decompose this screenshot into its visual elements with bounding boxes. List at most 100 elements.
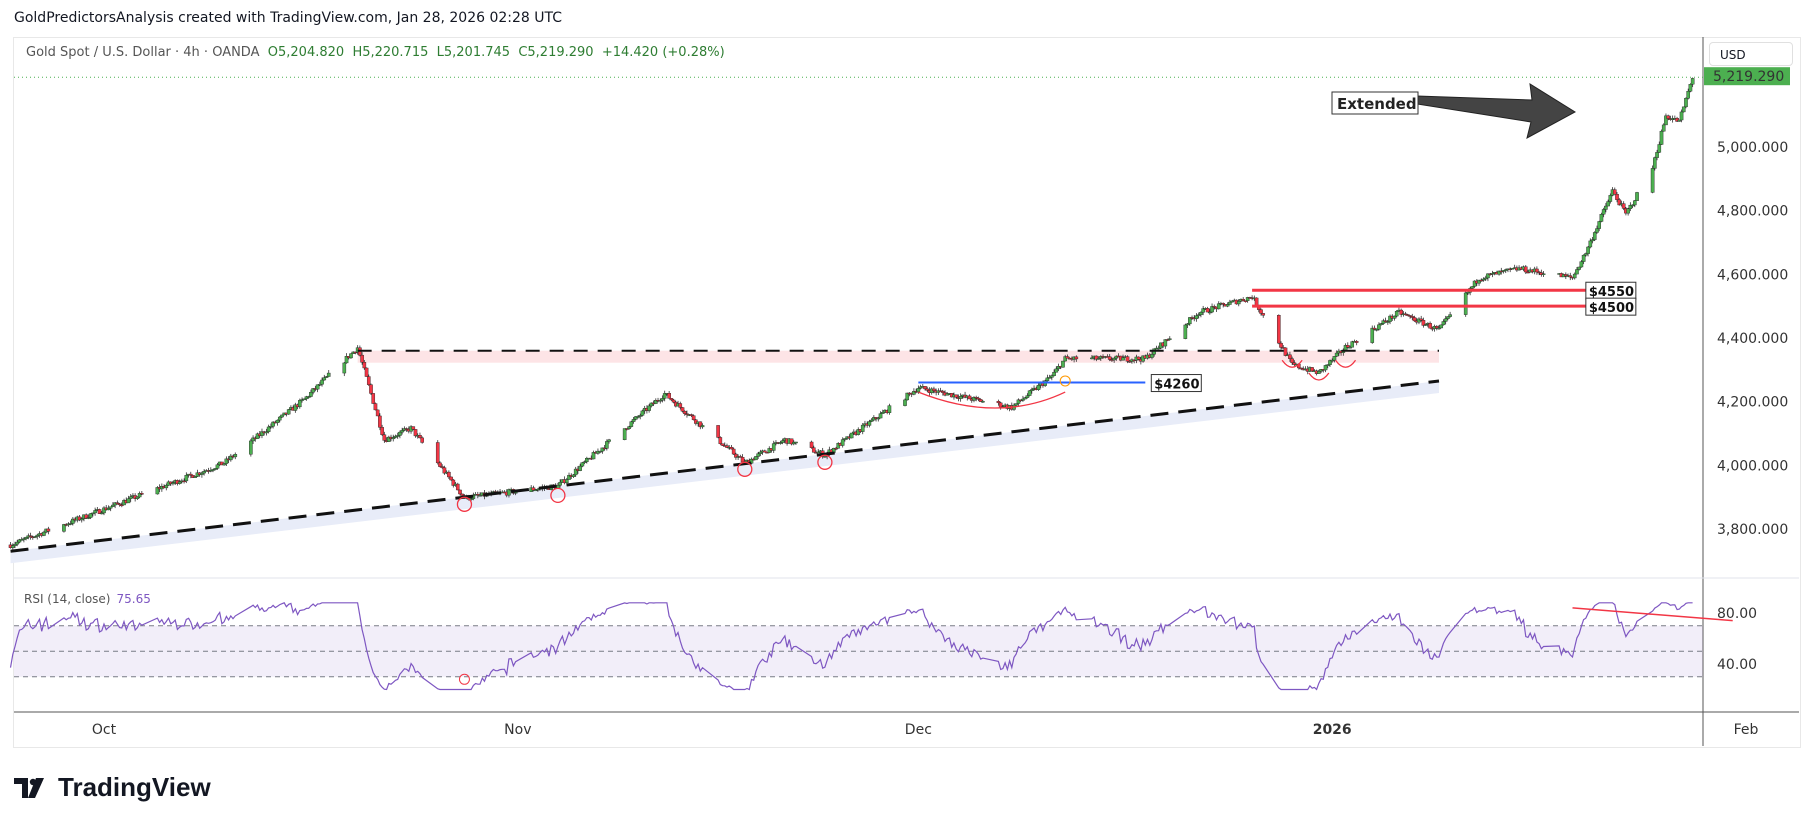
candle <box>763 450 767 453</box>
candle <box>967 395 972 400</box>
price-tick-label: 4,800.000 <box>1717 204 1788 220</box>
candle <box>1568 275 1573 278</box>
candle <box>1439 324 1444 329</box>
candle <box>1664 115 1668 126</box>
candle <box>1383 320 1388 322</box>
candle <box>1441 321 1446 326</box>
candle <box>311 388 315 393</box>
candle <box>591 452 596 460</box>
candle <box>451 479 456 486</box>
candle <box>1586 246 1590 254</box>
candle <box>789 438 794 445</box>
candle <box>1381 320 1386 324</box>
candle <box>115 502 120 504</box>
candle <box>1261 313 1266 316</box>
candle <box>1014 403 1019 406</box>
candle <box>1165 339 1170 341</box>
candle <box>184 475 189 482</box>
candle <box>1290 358 1294 363</box>
candle <box>455 483 460 491</box>
candle <box>998 402 1003 408</box>
candle <box>1655 152 1659 158</box>
candle <box>460 493 465 496</box>
candle <box>202 471 206 474</box>
candle <box>860 424 865 432</box>
candle <box>71 518 75 524</box>
candle <box>954 394 958 398</box>
candle <box>1601 209 1606 215</box>
candle <box>1243 300 1248 302</box>
candle <box>1581 254 1586 262</box>
candle <box>1615 194 1619 200</box>
candle <box>1408 315 1412 317</box>
candle <box>869 419 874 422</box>
candle <box>1417 318 1421 323</box>
candle <box>15 541 20 545</box>
candle <box>840 439 845 446</box>
candle <box>1486 273 1490 279</box>
candle <box>275 419 280 423</box>
candle <box>1575 269 1579 275</box>
candle <box>627 426 631 429</box>
close-value: C5,219.290 <box>518 45 594 60</box>
candle <box>68 523 73 525</box>
candle <box>260 431 264 436</box>
level-label-box <box>1150 374 1202 393</box>
candle <box>326 372 331 377</box>
candle <box>1276 314 1281 344</box>
candle <box>364 367 369 377</box>
time-tick-label: 2026 <box>1313 722 1352 738</box>
currency-button[interactable]: USD <box>1709 42 1793 66</box>
candle <box>1483 277 1488 280</box>
candle <box>1350 341 1355 348</box>
candle <box>974 397 978 399</box>
candle <box>640 410 645 416</box>
price-tick-label: 3,800.000 <box>1717 522 1788 538</box>
candle <box>567 474 571 480</box>
candle <box>188 473 193 476</box>
candle <box>685 413 689 415</box>
candle <box>1621 203 1626 209</box>
low-circle <box>456 496 473 512</box>
candle <box>306 396 311 398</box>
candle <box>255 433 260 439</box>
candle <box>19 539 24 541</box>
candle <box>925 388 930 391</box>
candle <box>128 496 133 499</box>
candle <box>1597 221 1601 229</box>
chart-credit: GoldPredictorsAnalysis created with Trad… <box>14 10 563 26</box>
candle <box>887 405 892 413</box>
candle <box>856 429 861 435</box>
last-price-label: 5,219.290 <box>1713 69 1784 85</box>
time-tick-label: Oct <box>92 722 117 738</box>
candle <box>1681 106 1686 113</box>
candle <box>1030 389 1034 391</box>
candle <box>836 443 841 449</box>
candle <box>778 442 783 444</box>
candle <box>1183 324 1188 339</box>
candle <box>1090 357 1094 360</box>
candle <box>1595 228 1599 233</box>
level-label: $4500 <box>1589 301 1634 316</box>
candle <box>371 393 376 404</box>
candle <box>1345 345 1350 348</box>
candle <box>1150 354 1154 358</box>
candle <box>224 458 229 464</box>
candle <box>1094 355 1099 360</box>
candle <box>1230 300 1234 303</box>
candle <box>1523 266 1528 273</box>
level-label: $4550 <box>1589 285 1634 300</box>
candle <box>903 399 907 406</box>
rsi-label: RSI (14, close) <box>24 592 111 606</box>
candle <box>978 399 983 402</box>
candle <box>1023 397 1027 400</box>
candle <box>1472 280 1477 287</box>
candle <box>320 379 324 385</box>
candle <box>1423 324 1428 326</box>
candle <box>1448 314 1452 317</box>
candle <box>1121 357 1125 361</box>
candle <box>662 393 667 399</box>
candle <box>1628 204 1633 209</box>
candle <box>1199 312 1203 315</box>
